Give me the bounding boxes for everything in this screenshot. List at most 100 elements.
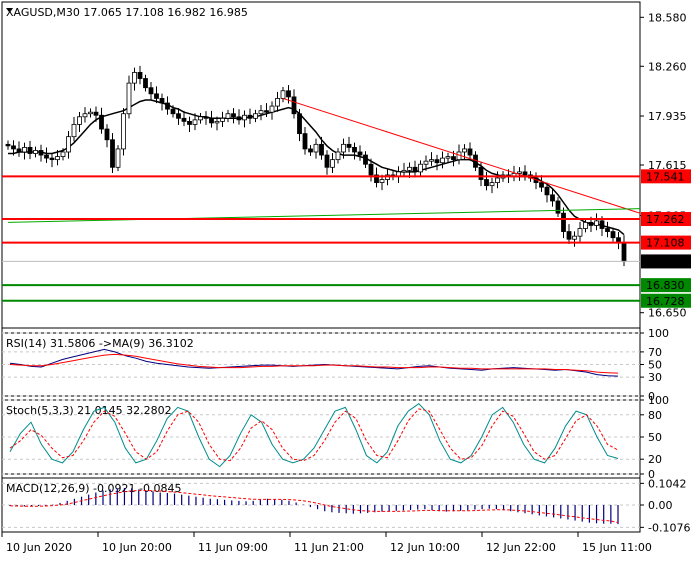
candle: [247, 108, 253, 124]
candle: [616, 232, 621, 250]
candle: [319, 136, 324, 160]
candle: [126, 75, 132, 119]
candle-body: [5, 143, 11, 147]
candle-body: [572, 235, 577, 240]
candle-body: [126, 82, 132, 115]
stoch-pane: 100 80 50 20 0 Stoch(5,3,3) 21.0145 32.2802: [1, 394, 669, 481]
candle-body: [27, 146, 33, 154]
candle-body: [258, 110, 264, 115]
candle: [610, 227, 616, 242]
candle-body: [88, 111, 93, 115]
candle-body: [341, 143, 346, 153]
candle: [253, 109, 258, 123]
candle-body: [82, 113, 88, 118]
candle: [269, 101, 275, 120]
xaxis-label: 10 Jun 20:00: [102, 541, 172, 554]
candle: [297, 108, 302, 142]
candle-body: [335, 151, 341, 161]
candle-body: [363, 154, 368, 165]
candle-body: [544, 186, 550, 196]
candle-body: [143, 78, 148, 89]
rsi-ytick-label: 50: [648, 359, 662, 372]
candle-body: [165, 102, 170, 110]
candle-body: [16, 148, 22, 153]
candle-body: [429, 159, 434, 162]
candle: [49, 153, 55, 168]
candle: [132, 67, 137, 91]
candle-body: [368, 163, 374, 176]
candle: [181, 110, 187, 127]
candle-body: [451, 156, 456, 161]
macd-ytick-label: -0.1076: [648, 521, 690, 534]
candle-body: [522, 171, 528, 176]
candle: [423, 155, 429, 171]
candle-body: [313, 143, 319, 153]
candle-body: [77, 116, 82, 125]
xaxis-label: 12 Jun 22:00: [486, 541, 556, 554]
candle-body: [561, 212, 566, 232]
candle-body: [517, 171, 522, 174]
green-trendline: [7, 208, 641, 223]
price-ytick-label: 17.935: [648, 110, 687, 123]
stoch-ytick-label: 50: [648, 431, 662, 444]
candle: [258, 105, 264, 121]
candle-body: [99, 114, 104, 130]
candle-body: [132, 72, 137, 84]
candle-body: [253, 113, 258, 119]
candle: [148, 82, 154, 101]
candle-body: [588, 221, 594, 226]
candle-body: [148, 87, 154, 95]
candle: [555, 197, 561, 218]
candle-body: [159, 98, 165, 104]
candle-body: [407, 166, 412, 171]
collapse-triangle-icon[interactable]: [6, 8, 12, 12]
candle-body: [599, 220, 605, 229]
candle-body: [33, 150, 38, 154]
candle-body: [605, 228, 610, 232]
xaxis-label: 11 Jun 21:00: [294, 541, 364, 554]
candle-body: [22, 146, 27, 153]
candle-body: [275, 98, 280, 107]
candle: [159, 93, 165, 111]
candle-body: [440, 157, 445, 164]
candle: [396, 166, 401, 184]
candle-body: [214, 120, 220, 124]
candle-body: [209, 117, 214, 124]
candle: [192, 113, 198, 131]
candle-body: [242, 114, 247, 121]
candle-body: [555, 200, 561, 214]
candle-body: [49, 157, 55, 161]
candle: [313, 138, 319, 159]
macd-signal-line: [9, 490, 619, 523]
candle-body: [434, 159, 440, 164]
candle-body: [412, 166, 418, 173]
candle-body: [308, 148, 313, 153]
candle: [154, 86, 159, 104]
candle: [418, 160, 423, 176]
candle: [566, 224, 572, 244]
candle: [302, 127, 308, 155]
price-ytick-label: 18.580: [648, 11, 687, 24]
candle-body: [489, 182, 495, 187]
level-support: 16.728: [2, 293, 691, 308]
candle-body: [55, 156, 60, 161]
candle-body: [203, 116, 209, 119]
rsi-ytick-label: 100: [648, 327, 669, 340]
candle-body: [71, 124, 77, 138]
candle-body: [319, 143, 324, 156]
candle-body: [478, 166, 484, 180]
level-resistance: 17.541: [2, 169, 691, 184]
candle: [214, 116, 220, 131]
candle: [412, 160, 418, 178]
candle: [495, 171, 500, 189]
candle: [572, 231, 577, 247]
candle-body: [137, 72, 143, 79]
candle-body: [352, 146, 357, 153]
candle: [577, 221, 583, 242]
candle-body: [176, 113, 181, 119]
current-price-tag: [641, 254, 691, 269]
candle-body: [44, 154, 49, 159]
candle: [165, 96, 170, 115]
candle-body: [357, 151, 363, 156]
